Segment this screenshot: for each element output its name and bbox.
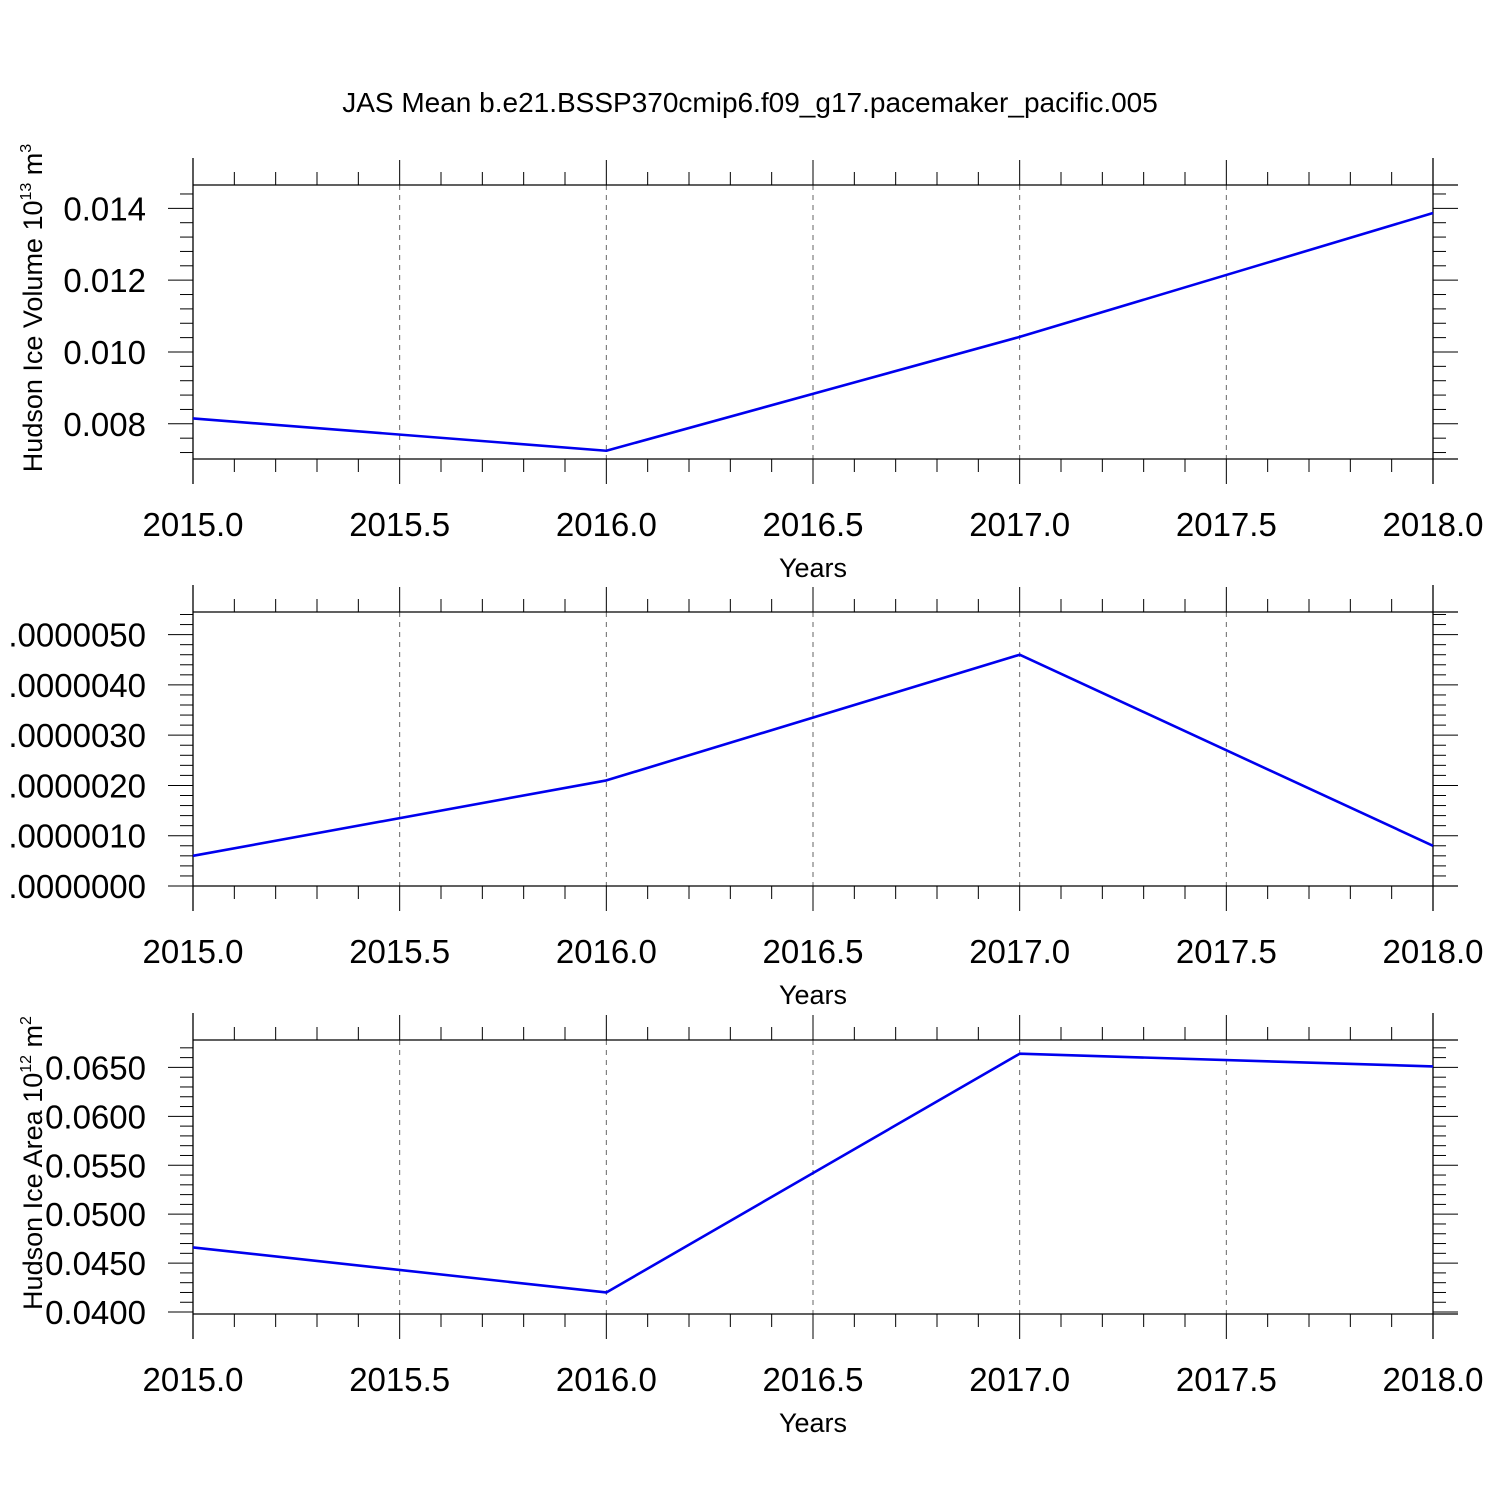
series-line: [192, 653, 1434, 858]
y-tick-label: .0000010: [8, 818, 146, 855]
y-tick-label: .0000020: [8, 767, 146, 804]
x-tick-label: 2016.5: [763, 933, 864, 970]
y-tick-label: 0.0400: [45, 1294, 146, 1331]
x-tick-label: 2018.0: [1383, 1361, 1484, 1398]
x-tick-label: 2015.5: [349, 506, 450, 543]
x-tick-label: 2015.0: [143, 933, 244, 970]
x-tick-label: 2017.5: [1176, 1361, 1277, 1398]
x-tick-label: 2018.0: [1383, 933, 1484, 970]
chart-title: JAS Mean b.e21.BSSP370cmip6.f09_g17.pace…: [342, 87, 1158, 118]
x-tick-label: 2017.5: [1176, 933, 1277, 970]
y-tick-label: 0.010: [63, 334, 146, 371]
y-tick-label: 0.012: [63, 262, 146, 299]
y-tick-label: .0000000: [8, 868, 146, 905]
y-axis-label: Hudson Ice Area 1012 m2: [18, 1016, 48, 1310]
y-tick-label: 0.014: [63, 190, 146, 227]
y-tick-label: 0.0550: [45, 1147, 146, 1184]
x-axis-label: Years: [779, 980, 847, 1010]
series-line: [192, 1052, 1434, 1294]
x-tick-label: 2017.5: [1176, 506, 1277, 543]
x-tick-label: 2018.0: [1383, 506, 1484, 543]
chart-panel-1: 2015.0 2015.5 2016.0 2016.5 2017.0 2017.5 2018…: [18, 144, 1483, 583]
x-tick-label: 2015.0: [143, 506, 244, 543]
series-line: [192, 211, 1434, 453]
y-tick-label: 0.0450: [45, 1245, 146, 1282]
x-tick-label: 2016.0: [556, 506, 657, 543]
x-tick-label: 2015.0: [143, 1361, 244, 1398]
y-tick-label: 0.0500: [45, 1196, 146, 1233]
x-tick-label: 2017.0: [969, 933, 1070, 970]
y-tick-label: .0000040: [8, 667, 146, 704]
x-tick-label: 2016.5: [763, 1361, 864, 1398]
chart-panel-3: 2015.0 2015.5 2016.0 2016.5 2017.0 2017.5 2018…: [18, 1013, 1483, 1438]
y-tick-label: 0.008: [63, 406, 146, 443]
x-tick-label: 2016.0: [556, 933, 657, 970]
y-tick-label: .0000030: [8, 717, 146, 754]
y-tick-label: 0.0600: [45, 1098, 146, 1135]
chart-panel-2: 2015.0 2015.5 2016.0 2016.5 2017.0 2017.5 2018…: [8, 585, 1483, 1010]
y-tick-label: 0.0650: [45, 1049, 146, 1086]
x-tick-label: 2015.5: [349, 933, 450, 970]
y-axis-label: Hudson Ice Volume 1013 m3: [18, 144, 48, 472]
x-tick-label: 2016.0: [556, 1361, 657, 1398]
y-tick-label: .0000050: [8, 617, 146, 654]
x-tick-label: 2015.5: [349, 1361, 450, 1398]
x-tick-label: 2016.5: [763, 506, 864, 543]
x-axis-label: Years: [779, 1408, 847, 1438]
x-tick-label: 2017.0: [969, 1361, 1070, 1398]
x-axis-label: Years: [779, 553, 847, 583]
x-tick-label: 2017.0: [969, 506, 1070, 543]
